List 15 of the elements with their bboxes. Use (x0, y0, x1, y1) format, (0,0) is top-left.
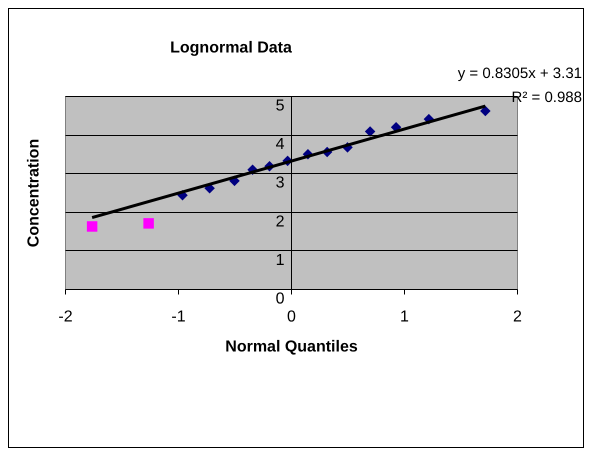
x-tick-label: 2 (513, 308, 522, 326)
y-tick-label: 5 (276, 98, 285, 114)
x-axis-title: Normal Quantiles (225, 338, 358, 356)
x-tick-label: -2 (58, 308, 73, 326)
y-tick-label: 1 (276, 252, 285, 269)
x-tick-label: 0 (287, 308, 296, 326)
y-tick-label: 2 (276, 213, 285, 230)
y-axis-title: Concentration (26, 138, 42, 248)
x-tick-label: -1 (171, 308, 186, 326)
x-tick-label: 1 (400, 308, 410, 326)
y-tick-label: 3 (276, 174, 285, 192)
text: y = 0.8305x + 3.31 (458, 64, 582, 84)
chart-title: Lognormal Data (170, 40, 292, 56)
y-tick-label: 0 (276, 290, 285, 308)
y-tick-label: 4 (276, 136, 285, 154)
